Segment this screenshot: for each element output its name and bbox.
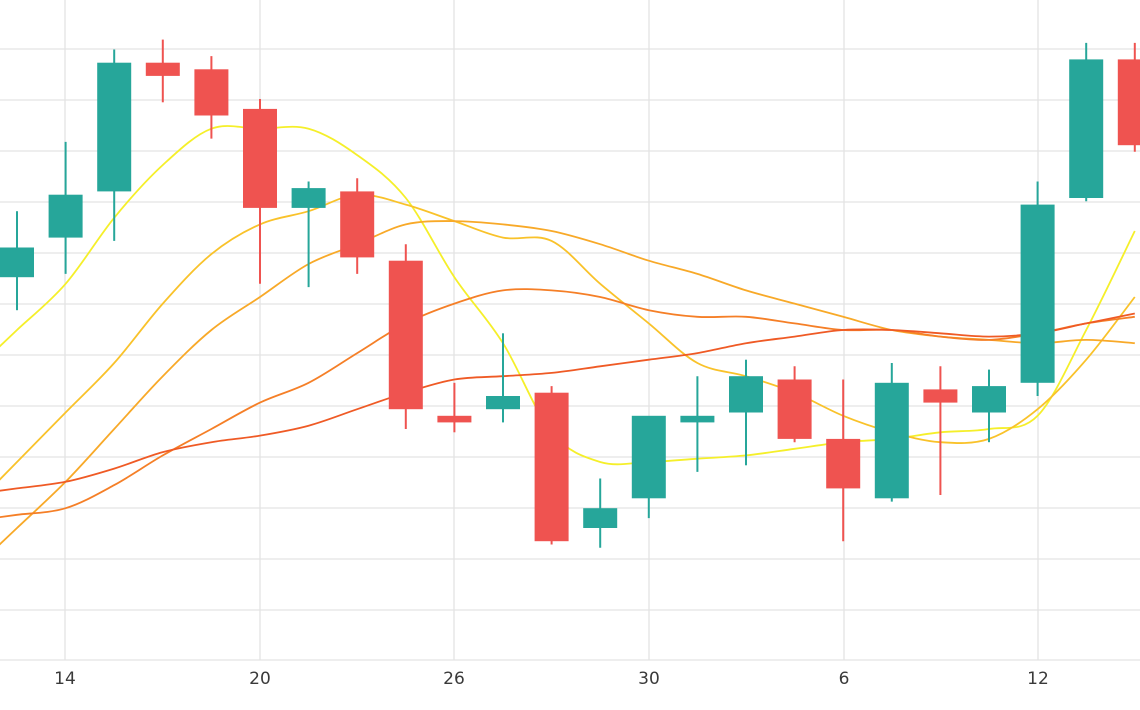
candle-body bbox=[826, 438, 861, 489]
candle-body bbox=[923, 389, 958, 403]
candle-down bbox=[437, 382, 472, 433]
candle-up bbox=[0, 211, 34, 311]
moving-average-lines bbox=[0, 125, 1136, 546]
candle-body bbox=[291, 188, 326, 208]
candle-down bbox=[340, 178, 375, 274]
candle-body bbox=[631, 415, 666, 499]
x-tick-label: 14 bbox=[54, 669, 76, 689]
candle-up bbox=[291, 181, 326, 288]
candle-down bbox=[145, 39, 180, 103]
candle-body bbox=[388, 260, 423, 410]
horizontal-gridlines bbox=[0, 48, 1140, 661]
candle-body bbox=[1069, 59, 1104, 199]
candle-body bbox=[1117, 59, 1140, 146]
candle-up bbox=[48, 141, 83, 274]
candle-up bbox=[486, 333, 520, 423]
candle-up bbox=[583, 478, 618, 548]
candle-down bbox=[1117, 42, 1140, 152]
candle-body bbox=[583, 508, 618, 528]
candle-up bbox=[729, 359, 763, 466]
x-tick-label: 30 bbox=[638, 669, 660, 689]
x-tick-label: 6 bbox=[839, 669, 850, 689]
candle-body bbox=[680, 415, 715, 423]
candle-body bbox=[145, 62, 180, 76]
candle-down bbox=[777, 366, 812, 443]
candle-up bbox=[631, 415, 666, 519]
candle-body bbox=[1020, 204, 1055, 383]
candle-body bbox=[48, 194, 83, 238]
candle-up bbox=[97, 49, 132, 241]
candle-down bbox=[923, 366, 958, 495]
candle-body bbox=[97, 62, 132, 192]
candle-down bbox=[243, 99, 277, 284]
candle-body bbox=[534, 392, 569, 542]
candle-body bbox=[729, 376, 763, 413]
candle-body bbox=[486, 396, 520, 410]
candle-down bbox=[388, 244, 423, 429]
candle-body bbox=[437, 415, 472, 423]
candle-up bbox=[874, 363, 909, 502]
candle-up bbox=[1020, 181, 1055, 396]
candles bbox=[0, 39, 1140, 548]
candle-body bbox=[340, 191, 375, 258]
candle-up bbox=[972, 369, 1006, 443]
moving-average-line bbox=[0, 288, 1135, 519]
candle-down bbox=[194, 56, 229, 139]
candle-body bbox=[874, 382, 909, 499]
candle-up bbox=[1069, 42, 1104, 202]
candle-body bbox=[194, 69, 229, 116]
x-tick-label: 12 bbox=[1027, 669, 1049, 689]
x-tick-label: 26 bbox=[443, 669, 465, 689]
candle-body bbox=[972, 386, 1006, 413]
x-tick-label: 20 bbox=[249, 669, 271, 689]
candle-body bbox=[777, 379, 812, 439]
candle-body bbox=[0, 247, 34, 278]
x-axis: 14 20 26 30 6 12 bbox=[54, 669, 1049, 689]
candle-up bbox=[680, 376, 715, 472]
candle-down bbox=[534, 386, 569, 545]
candle-body bbox=[243, 108, 277, 208]
candle-down bbox=[826, 379, 861, 542]
moving-average-line bbox=[0, 312, 1135, 492]
